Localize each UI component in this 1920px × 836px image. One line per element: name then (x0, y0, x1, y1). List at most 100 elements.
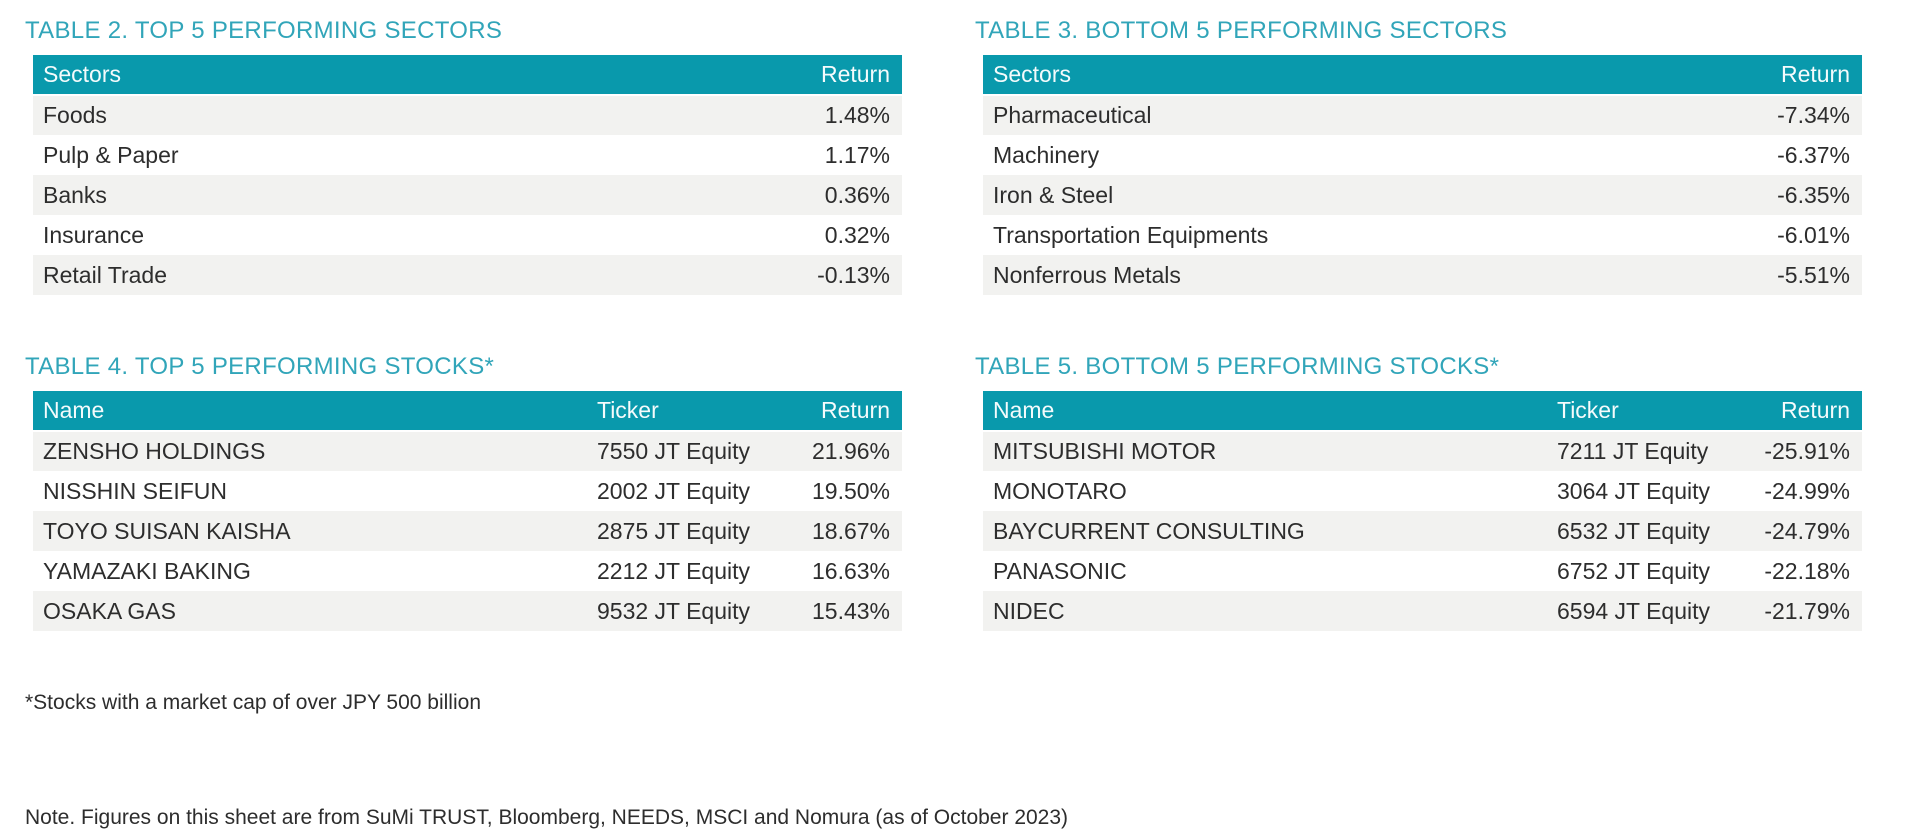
top-stocks-table: Name Ticker Return ZENSHO HOLDINGS 7550 JT E… (33, 391, 902, 631)
cell-sectors: Nonferrous Metals (983, 255, 1727, 295)
cell-return: 16.63% (811, 557, 890, 584)
cell-sectors: Insurance (43, 221, 145, 248)
table-row: ZENSHO HOLDINGS 7550 JT Equity 21.96% (33, 431, 902, 471)
top-stocks-block: TABLE 4. TOP 5 PERFORMING STOCKS* Name Ti… (25, 352, 912, 631)
cell-ticker: 2875 JT Equity (597, 511, 767, 551)
column-header-name: Name (33, 391, 597, 432)
cell-return: -6.01% (1777, 221, 1850, 248)
column-header-return: Return (767, 55, 902, 96)
cell-sectors: Pulp & Paper (43, 141, 179, 168)
table-row: Nonferrous Metals -5.51% (983, 255, 1862, 295)
top-sectors-block: TABLE 2. TOP 5 PERFORMING SECTORS Sector… (25, 16, 912, 295)
bottom-sectors-table: Sectors Return Pharmaceutical -7.34% Machine… (983, 55, 1862, 295)
table4-wrap: Name Ticker Return ZENSHO HOLDINGS 7550 JT E… (33, 391, 912, 631)
table-row: MONOTARO 3064 JT Equity -24.99% (983, 471, 1862, 511)
column-header-sectors: Sectors (983, 55, 1727, 96)
table-row: Machinery -6.37% (983, 135, 1862, 175)
table-row: Banks 0.36% (33, 175, 902, 215)
table3-title: TABLE 3. BOTTOM 5 PERFORMING SECTORS (975, 17, 1508, 44)
cell-name: NIDEC (983, 591, 1557, 631)
table-row: Pulp & Paper 1.17% (33, 135, 902, 175)
table-row: Transportation Equipments -6.01% (983, 215, 1862, 255)
cell-return: -25.91% (1727, 431, 1862, 471)
cell-name: OSAKA GAS (33, 591, 597, 631)
cell-return: -22.18% (1764, 557, 1850, 584)
header-row: Name Ticker Return (33, 391, 902, 432)
cell-ticker: 6594 JT Equity (1557, 591, 1727, 631)
cell-sectors: Pharmaceutical (983, 95, 1727, 135)
cell-return: -21.79% (1727, 591, 1862, 631)
market-cap-footnote: *Stocks with a market cap of over JPY 50… (25, 691, 482, 714)
cell-return: 0.36% (767, 175, 902, 215)
cell-ticker: 6752 JT Equity (1557, 557, 1711, 584)
cell-return: -24.79% (1727, 511, 1862, 551)
cell-return: -0.13% (767, 255, 902, 295)
cell-ticker: 9532 JT Equity (597, 591, 767, 631)
table-row: NISSHIN SEIFUN 2002 JT Equity 19.50% (33, 471, 902, 511)
cell-sectors: Retail Trade (33, 255, 767, 295)
table-row: MITSUBISHI MOTOR 7211 JT Equity -25.91% (983, 431, 1862, 471)
cell-ticker: 7211 JT Equity (1557, 431, 1727, 471)
table-row: NIDEC 6594 JT Equity -21.79% (983, 591, 1862, 631)
table-row: BAYCURRENT CONSULTING 6532 JT Equity -24.7… (983, 511, 1862, 551)
table-row: Insurance 0.32% (33, 215, 902, 255)
table-row: PANASONIC 6752 JT Equity -22.18% (983, 551, 1862, 591)
header-row: Sectors Return (983, 55, 1862, 96)
cell-name: PANASONIC (993, 557, 1127, 584)
table-row: YAMAZAKI BAKING 2212 JT Equity 16.63% (33, 551, 902, 591)
table4-title: TABLE 4. TOP 5 PERFORMING STOCKS* (25, 353, 495, 380)
table-row: Retail Trade -0.13% (33, 255, 902, 295)
cell-return: 1.48% (767, 95, 902, 135)
cell-sectors: Machinery (993, 141, 1100, 168)
column-header-return: Return (1727, 391, 1862, 432)
cell-sectors: Foods (33, 95, 767, 135)
bottom-stocks-block: TABLE 5. BOTTOM 5 PERFORMING STOCKS* Nam… (975, 352, 1870, 631)
cell-return: 15.43% (767, 591, 902, 631)
cell-return: -24.99% (1764, 477, 1850, 504)
cell-name: YAMAZAKI BAKING (43, 557, 251, 584)
cell-name: MITSUBISHI MOTOR (983, 431, 1557, 471)
cell-name: BAYCURRENT CONSULTING (983, 511, 1557, 551)
cell-name: MONOTARO (993, 477, 1127, 504)
table2-title: TABLE 2. TOP 5 PERFORMING SECTORS (25, 17, 503, 44)
cell-return: -6.37% (1777, 141, 1850, 168)
table-row: Pharmaceutical -7.34% (983, 95, 1862, 135)
cell-return: -5.51% (1727, 255, 1862, 295)
source-note: Note. Figures on this sheet are from SuM… (25, 806, 1069, 829)
cell-name: ZENSHO HOLDINGS (33, 431, 597, 471)
cell-sectors: Transportation Equipments (993, 221, 1269, 248)
table3-wrap: Sectors Return Pharmaceutical -7.34% Machine… (983, 55, 1870, 295)
column-header-return: Return (1727, 55, 1862, 96)
cell-ticker: 2212 JT Equity (597, 557, 751, 584)
table-row: Foods 1.48% (33, 95, 902, 135)
column-header-name: Name (983, 391, 1557, 432)
column-header-return: Return (767, 391, 902, 432)
cell-name: TOYO SUISAN KAISHA (33, 511, 597, 551)
table-row: TOYO SUISAN KAISHA 2875 JT Equity 18.67% (33, 511, 902, 551)
table5-title: TABLE 5. BOTTOM 5 PERFORMING STOCKS* (975, 353, 1500, 380)
column-header-ticker: Ticker (1557, 391, 1727, 432)
bottom-sectors-block: TABLE 3. BOTTOM 5 PERFORMING SECTORS Sec… (975, 16, 1870, 295)
cell-return: 1.17% (824, 141, 890, 168)
table2-wrap: Sectors Return Foods 1.48% Pulp & Paper 1.17%… (33, 55, 912, 295)
cell-return: -6.35% (1727, 175, 1862, 215)
table5-wrap: Name Ticker Return MITSUBISHI MOTOR 7211 JT … (983, 391, 1870, 631)
cell-sectors: Iron & Steel (983, 175, 1727, 215)
header-row: Sectors Return (33, 55, 902, 96)
header-row: Name Ticker Return (983, 391, 1862, 432)
cell-return: 18.67% (767, 511, 902, 551)
column-header-sectors: Sectors (33, 55, 767, 96)
cell-ticker: 3064 JT Equity (1557, 477, 1711, 504)
bottom-stocks-table: Name Ticker Return MITSUBISHI MOTOR 7211 JT … (983, 391, 1862, 631)
cell-sectors: Banks (33, 175, 767, 215)
cell-name: NISSHIN SEIFUN (43, 477, 228, 504)
column-header-ticker: Ticker (597, 391, 767, 432)
cell-return: -7.34% (1727, 95, 1862, 135)
top-sectors-table: Sectors Return Foods 1.48% Pulp & Paper 1.17%… (33, 55, 902, 295)
table-row: OSAKA GAS 9532 JT Equity 15.43% (33, 591, 902, 631)
cell-return: 0.32% (824, 221, 890, 248)
cell-ticker: 6532 JT Equity (1557, 511, 1727, 551)
cell-ticker: 7550 JT Equity (597, 431, 767, 471)
cell-return: 21.96% (767, 431, 902, 471)
